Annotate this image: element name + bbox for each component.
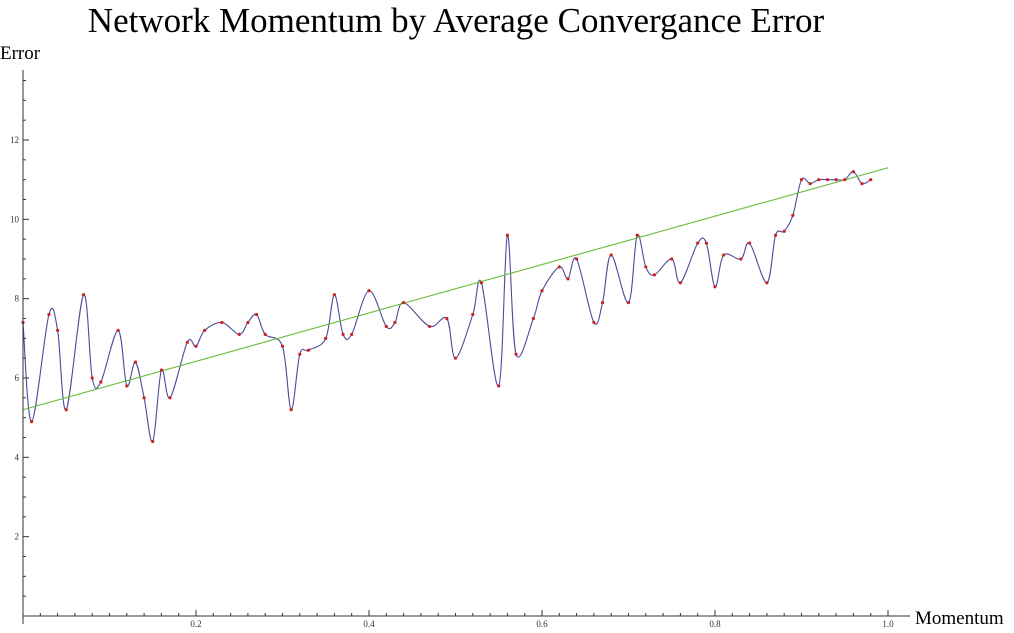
- data-point: [471, 312, 475, 317]
- data-point: [402, 301, 406, 305]
- data-point: [203, 328, 207, 332]
- data-point: [194, 344, 198, 348]
- data-point: [90, 376, 94, 380]
- data-point: [159, 368, 163, 372]
- linear-fit-line: [22, 167, 889, 411]
- data-point: [626, 301, 631, 305]
- data-point: [445, 316, 449, 321]
- data-point: [324, 336, 328, 340]
- y-tick-label: 2: [15, 532, 20, 542]
- data-point: [791, 213, 795, 217]
- data-point: [860, 182, 864, 186]
- y-tick-label: 6: [15, 373, 20, 383]
- y-tick-label: 8: [15, 294, 20, 304]
- x-tick-label: 0.6: [536, 619, 548, 629]
- data-point: [566, 277, 570, 281]
- data-point: [834, 178, 838, 182]
- data-point: [151, 439, 155, 444]
- data-point: [427, 324, 432, 329]
- data-point: [142, 396, 146, 400]
- y-tick-label: 10: [10, 214, 20, 224]
- data-point: [30, 420, 34, 424]
- data-point: [609, 253, 613, 257]
- data-point: [341, 332, 345, 336]
- data-point: [514, 352, 518, 356]
- data-point: [168, 396, 172, 400]
- x-tick-label: 0.4: [363, 619, 375, 629]
- y-tick-label: 4: [15, 452, 20, 462]
- data-point: [799, 178, 804, 182]
- data-point: [592, 320, 596, 325]
- x-tick-label: 0.2: [190, 619, 201, 629]
- data-point: [696, 241, 700, 245]
- x-tick-label: 0.8: [709, 619, 721, 629]
- data-point: [125, 384, 129, 388]
- data-point: [289, 408, 293, 412]
- marks-layer: [21, 167, 889, 444]
- interpolated-error-curve: [22, 171, 871, 443]
- data-point: [704, 241, 708, 245]
- data-point: [64, 408, 68, 412]
- data-point: [280, 344, 285, 348]
- y-axis-title: Error: [0, 43, 41, 64]
- data-point: [722, 253, 726, 257]
- data-point: [600, 301, 605, 305]
- data-point: [817, 178, 821, 182]
- data-point: [384, 324, 388, 329]
- data-point: [652, 273, 657, 277]
- data-point: [263, 332, 267, 336]
- data-point: [782, 229, 786, 233]
- data-point: [851, 170, 856, 174]
- data-point: [453, 356, 458, 360]
- data-point: [497, 384, 501, 388]
- data-point: [748, 241, 752, 245]
- data-point: [670, 257, 674, 261]
- data-point: [81, 293, 86, 297]
- data-point: [350, 332, 354, 336]
- y-tick-label: 12: [10, 135, 19, 145]
- data-point: [254, 312, 259, 317]
- data-point: [635, 233, 639, 237]
- data-point: [773, 233, 778, 237]
- x-axis-title: Momentum: [915, 608, 1004, 629]
- data-point: [644, 265, 648, 269]
- data-point: [246, 320, 250, 325]
- data-point: [557, 265, 561, 269]
- data-point: [825, 178, 830, 182]
- data-point: [116, 328, 120, 332]
- data-point: [739, 257, 743, 261]
- data-point: [678, 281, 683, 285]
- x-tick-label: 1.0: [882, 619, 894, 629]
- data-point: [540, 289, 544, 293]
- data-point: [575, 257, 579, 261]
- data-point: [133, 360, 138, 364]
- data-point: [765, 281, 769, 285]
- data-point: [298, 352, 302, 356]
- data-point: [99, 380, 103, 384]
- data-point: [479, 281, 484, 285]
- data-point: [505, 233, 509, 237]
- axes-layer: 2 4 6 8 10 12 0.2 0.4 0.6 0.8 1.0: [10, 70, 910, 629]
- data-point: [306, 348, 311, 352]
- chart-title: Network Momentum by Average Convergance …: [88, 1, 825, 40]
- data-point: [332, 293, 336, 297]
- data-point: [47, 312, 51, 317]
- data-point: [237, 332, 241, 336]
- data-point: [531, 316, 535, 321]
- data-point: [367, 289, 371, 293]
- data-point: [56, 328, 60, 332]
- data-point: [843, 178, 847, 182]
- data-point: [220, 320, 224, 325]
- data-point: [808, 182, 812, 186]
- data-point: [869, 178, 873, 182]
- data-point: [393, 320, 397, 325]
- data-point: [185, 340, 189, 344]
- data-point: [713, 285, 717, 289]
